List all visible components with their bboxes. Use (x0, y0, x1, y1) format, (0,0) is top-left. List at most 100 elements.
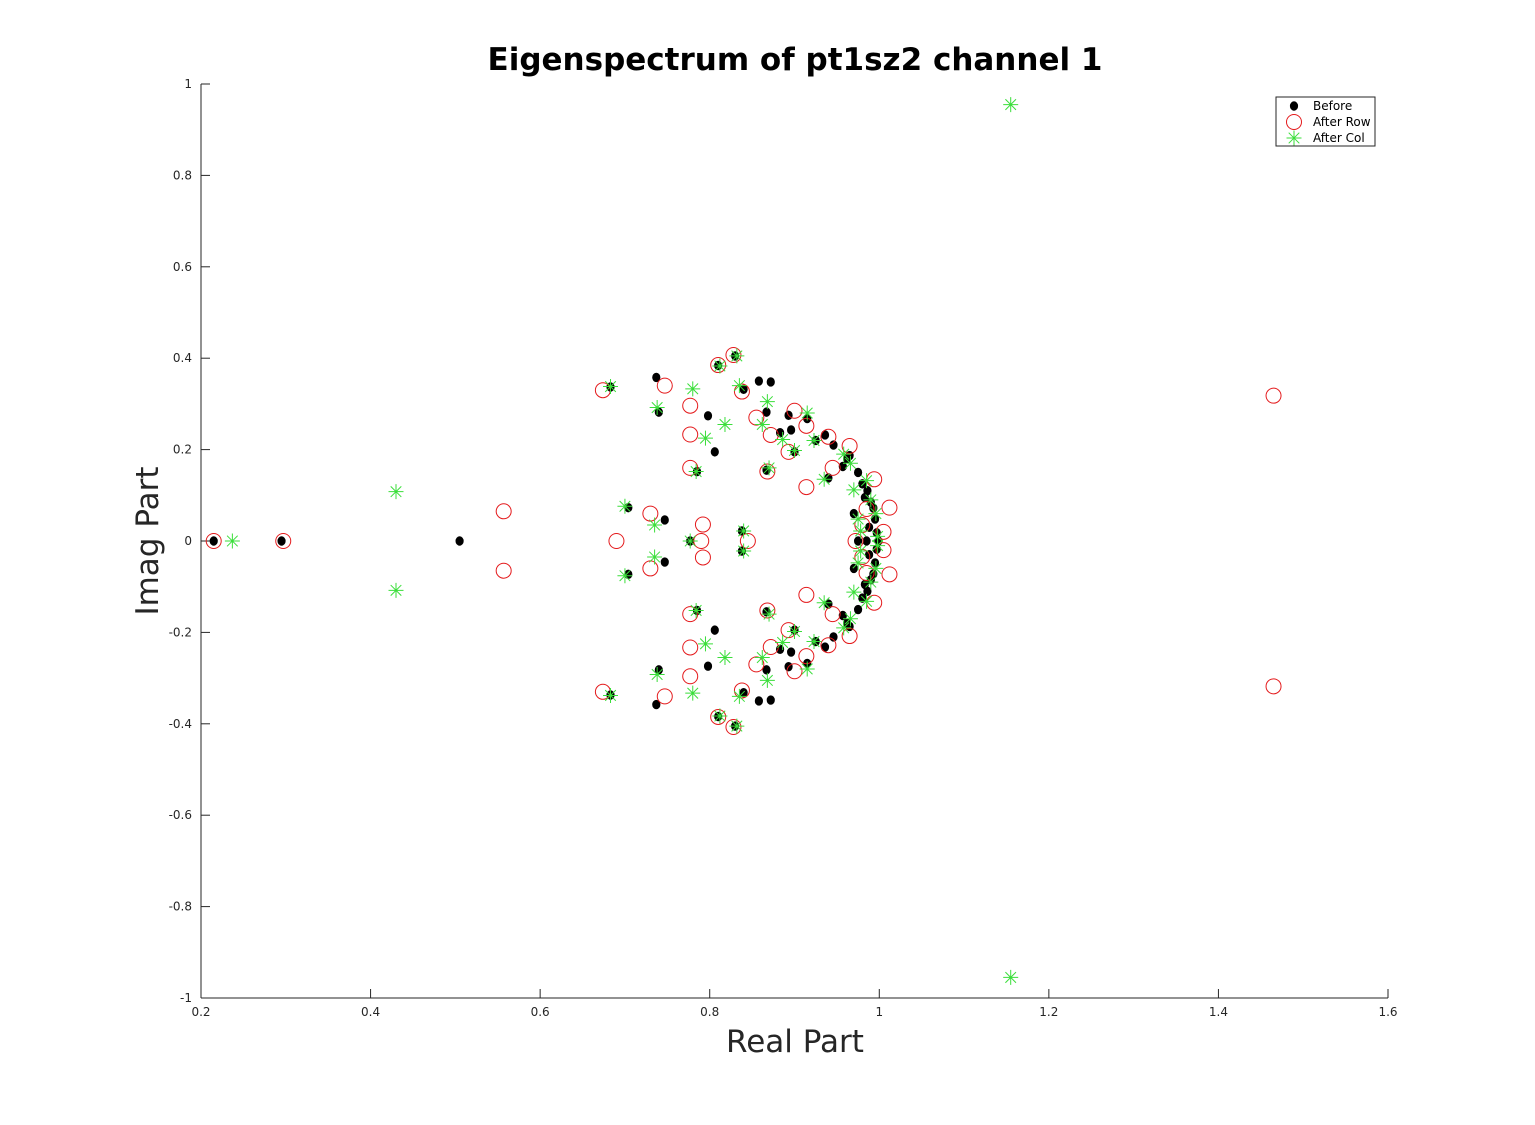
y-tick-label: -0.6 (169, 808, 192, 822)
y-tick-label: 0 (184, 534, 192, 548)
data-point (656, 377, 673, 394)
data-point (875, 542, 892, 559)
legend-entry: Before (1289, 99, 1352, 113)
data-point (842, 455, 858, 471)
data-point (388, 582, 404, 598)
data-point (787, 425, 796, 435)
legend-label: After Row (1313, 115, 1371, 129)
data-point (849, 563, 858, 574)
data-points (205, 97, 1282, 985)
data-point (455, 536, 464, 546)
legend-marker (1286, 130, 1302, 146)
data-point (847, 533, 864, 549)
data-point (1003, 969, 1019, 985)
legend-entry: After Row (1286, 114, 1371, 130)
data-point (731, 378, 747, 394)
y-tick-label: 0.2 (173, 443, 192, 457)
data-point (731, 688, 747, 704)
data-point (786, 402, 803, 419)
data-point (725, 347, 742, 364)
data-point (816, 471, 832, 487)
data-point (209, 536, 218, 546)
legend-label: After Col (1313, 131, 1365, 145)
y-tick-label: -0.8 (169, 900, 192, 914)
data-point (688, 602, 704, 618)
data-point (733, 383, 750, 400)
data-point (710, 625, 719, 635)
x-tick-label: 1.2 (1039, 1005, 1058, 1019)
legend-entry: After Col (1286, 130, 1365, 146)
x-tick-label: 1.4 (1209, 1005, 1228, 1019)
data-point (712, 358, 728, 374)
data-point (870, 514, 880, 524)
data-point (688, 464, 704, 480)
x-tick-label: 1 (875, 1005, 883, 1019)
data-point (846, 584, 862, 600)
data-point (787, 443, 802, 459)
x-tick-label: 0.6 (531, 1005, 550, 1019)
data-point (858, 479, 867, 489)
x-tick-label: 0.4 (361, 1005, 380, 1019)
data-point (649, 666, 665, 682)
x-axis-title: Real Part (726, 1024, 864, 1060)
data-point (617, 498, 633, 514)
data-point (736, 523, 752, 539)
y-tick-label: 1 (184, 77, 192, 91)
data-point (853, 604, 863, 615)
data-point (787, 623, 802, 639)
data-point (863, 586, 872, 596)
data-point (762, 407, 771, 417)
y-tick-label: 0.4 (173, 351, 192, 365)
data-point (603, 687, 619, 703)
data-point (766, 695, 775, 705)
legend-label: Before (1313, 99, 1352, 113)
data-point (759, 463, 776, 480)
data-point (656, 688, 673, 705)
data-point (853, 543, 869, 559)
data-point (710, 447, 719, 457)
data-point (820, 428, 837, 445)
data-point (388, 484, 404, 500)
data-point (863, 492, 879, 508)
data-point (682, 606, 699, 623)
data-point (863, 486, 872, 496)
data-point (1265, 387, 1282, 404)
data-point (694, 549, 711, 566)
data-point (798, 479, 815, 496)
data-point (660, 515, 669, 525)
data-point (853, 467, 863, 478)
data-point (703, 411, 713, 421)
data-point (652, 699, 661, 710)
data-point (798, 417, 815, 434)
data-point (853, 536, 863, 546)
data-point (850, 555, 866, 571)
data-point (224, 533, 240, 549)
data-point (649, 400, 665, 416)
data-point (682, 397, 699, 414)
data-point (603, 379, 619, 395)
data-point (694, 516, 711, 533)
data-point (859, 593, 875, 609)
data-point (868, 560, 884, 576)
data-point (754, 696, 763, 706)
data-point (798, 648, 815, 665)
legend-marker (1286, 114, 1302, 130)
y-tick-label: -1 (180, 991, 192, 1005)
data-point (836, 620, 852, 636)
data-point (733, 682, 750, 699)
data-point (647, 549, 663, 565)
data-point (838, 610, 847, 621)
data-point (850, 511, 866, 527)
data-point (862, 536, 871, 546)
data-point (682, 459, 699, 476)
data-point (754, 650, 770, 666)
data-point (275, 533, 292, 549)
data-point (868, 506, 884, 522)
data-point (799, 661, 815, 677)
data-point (682, 668, 699, 685)
data-point (829, 440, 838, 450)
data-point (697, 430, 713, 446)
data-point (881, 566, 898, 583)
